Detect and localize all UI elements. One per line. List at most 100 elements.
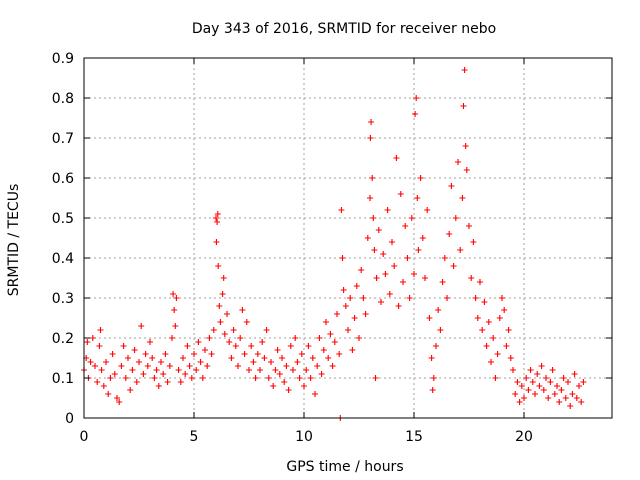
data-point bbox=[219, 291, 226, 297]
data-point bbox=[263, 327, 270, 333]
data-point bbox=[204, 363, 211, 369]
data-point bbox=[494, 351, 501, 357]
data-point bbox=[483, 343, 490, 349]
data-point bbox=[214, 211, 221, 217]
data-point bbox=[429, 387, 436, 393]
data-point bbox=[243, 319, 250, 325]
data-point bbox=[549, 367, 556, 373]
data-point bbox=[424, 207, 431, 213]
data-point bbox=[109, 351, 116, 357]
data-point bbox=[182, 371, 189, 377]
data-point bbox=[413, 95, 420, 101]
data-point bbox=[214, 219, 221, 225]
plot-frame bbox=[83, 57, 613, 419]
data-point bbox=[226, 339, 233, 345]
data-point bbox=[320, 347, 327, 353]
data-point bbox=[499, 295, 505, 301]
data-point bbox=[370, 215, 377, 221]
data-point bbox=[345, 327, 351, 333]
data-point bbox=[213, 215, 219, 221]
data-point bbox=[408, 215, 415, 221]
data-point bbox=[217, 319, 224, 325]
data-point bbox=[351, 315, 358, 321]
data-point bbox=[290, 367, 296, 373]
data-point bbox=[206, 335, 213, 341]
data-point bbox=[281, 379, 288, 385]
y-tick-label: 0.1 bbox=[52, 371, 74, 387]
data-point bbox=[507, 355, 514, 361]
data-point bbox=[270, 383, 277, 389]
data-point bbox=[147, 339, 153, 345]
data-point bbox=[237, 335, 244, 341]
x-axis-label: GPS time / hours bbox=[286, 459, 403, 475]
data-point bbox=[400, 279, 406, 285]
data-point bbox=[172, 323, 179, 329]
data-point bbox=[188, 375, 195, 381]
data-point bbox=[197, 359, 204, 365]
data-point bbox=[461, 67, 468, 73]
data-point bbox=[356, 335, 362, 341]
data-point bbox=[303, 367, 310, 373]
data-point bbox=[501, 307, 508, 313]
data-point bbox=[292, 335, 299, 341]
data-point bbox=[521, 395, 527, 401]
data-point bbox=[360, 295, 367, 301]
data-point bbox=[265, 375, 272, 381]
chart-title: Day 343 of 2016, SRMTID for receiver neb… bbox=[192, 21, 496, 37]
data-point bbox=[164, 379, 171, 385]
data-point bbox=[512, 391, 519, 397]
data-point bbox=[87, 359, 94, 365]
data-point bbox=[261, 355, 268, 361]
data-point bbox=[433, 343, 439, 349]
data-point bbox=[540, 387, 547, 393]
data-point bbox=[488, 359, 494, 365]
y-tick-label: 0.8 bbox=[52, 91, 74, 107]
data-point bbox=[514, 379, 521, 385]
data-point bbox=[545, 395, 552, 401]
data-point bbox=[472, 295, 479, 301]
data-point bbox=[382, 271, 389, 277]
data-point bbox=[129, 367, 136, 373]
data-point bbox=[479, 327, 486, 333]
data-point bbox=[404, 255, 411, 261]
data-point bbox=[448, 183, 455, 189]
data-point bbox=[274, 347, 281, 353]
data-point bbox=[457, 247, 464, 253]
data-point bbox=[395, 303, 402, 309]
data-point bbox=[573, 395, 580, 401]
data-point bbox=[477, 279, 483, 285]
x-tick-label: 5 bbox=[190, 429, 199, 445]
data-point bbox=[235, 363, 241, 369]
data-point bbox=[144, 363, 151, 369]
data-point bbox=[325, 355, 332, 361]
data-point bbox=[334, 311, 340, 317]
data-point bbox=[492, 375, 499, 381]
data-point bbox=[439, 279, 446, 285]
data-point bbox=[569, 391, 576, 397]
data-point bbox=[516, 399, 523, 405]
y-axis-label: SRMTID / TECUs bbox=[6, 184, 22, 297]
data-point bbox=[171, 307, 178, 313]
data-point bbox=[558, 387, 565, 393]
data-point bbox=[116, 399, 123, 405]
data-point bbox=[466, 223, 472, 229]
data-point bbox=[283, 363, 290, 369]
data-point bbox=[339, 255, 346, 261]
data-point bbox=[331, 339, 338, 345]
data-point bbox=[224, 311, 230, 317]
data-point bbox=[170, 291, 177, 297]
data-point bbox=[373, 275, 380, 281]
data-point bbox=[417, 175, 424, 181]
data-point bbox=[364, 235, 371, 241]
data-point bbox=[136, 359, 142, 365]
data-point bbox=[470, 239, 477, 245]
data-point bbox=[138, 323, 145, 329]
data-point bbox=[96, 343, 103, 349]
x-tick-label: 10 bbox=[295, 429, 313, 445]
data-point bbox=[412, 111, 419, 117]
x-tick-label: 0 bbox=[80, 429, 89, 445]
y-tick-labels: 0 0.1 0.2 0.3 0.4 0.5 0.6 0.7 0.8 0.9 bbox=[52, 51, 74, 427]
data-point bbox=[338, 207, 345, 213]
data-point bbox=[503, 343, 510, 349]
y-tick-label: 0.9 bbox=[52, 51, 74, 67]
